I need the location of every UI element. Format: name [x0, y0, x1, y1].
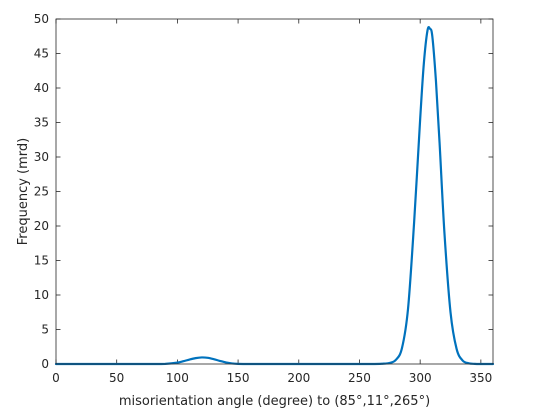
x-axis-ticks: 0 50 100 150 200 250 300 350 [52, 19, 492, 385]
x-tick-label: 250 [348, 371, 371, 385]
x-tick-label: 350 [469, 371, 492, 385]
y-tick-label: 50 [34, 12, 49, 26]
y-tick-label: 30 [34, 150, 49, 164]
y-axis-ticks: 0 5 10 15 20 25 30 35 40 45 50 [34, 12, 493, 371]
y-tick-label: 5 [41, 323, 49, 337]
x-tick-label: 50 [109, 371, 124, 385]
y-tick-label: 45 [34, 47, 49, 61]
y-tick-label: 10 [34, 288, 49, 302]
y-tick-label: 20 [34, 219, 49, 233]
x-tick-label: 200 [287, 371, 310, 385]
plot-background [56, 19, 493, 364]
x-tick-label: 300 [409, 371, 432, 385]
x-tick-label: 150 [227, 371, 250, 385]
y-tick-label: 25 [34, 185, 49, 199]
y-tick-label: 0 [41, 357, 49, 371]
plot-frame [55, 18, 494, 365]
y-axis-label: Frequency (mrd) [16, 138, 31, 245]
y-tick-label: 35 [34, 116, 49, 130]
y-tick-label: 15 [34, 254, 49, 268]
y-tick-label: 40 [34, 81, 49, 95]
x-axis-label: misorientation angle (degree) to (85°,11… [119, 394, 430, 409]
x-tick-label: 0 [52, 371, 60, 385]
x-tick-label: 100 [166, 371, 189, 385]
